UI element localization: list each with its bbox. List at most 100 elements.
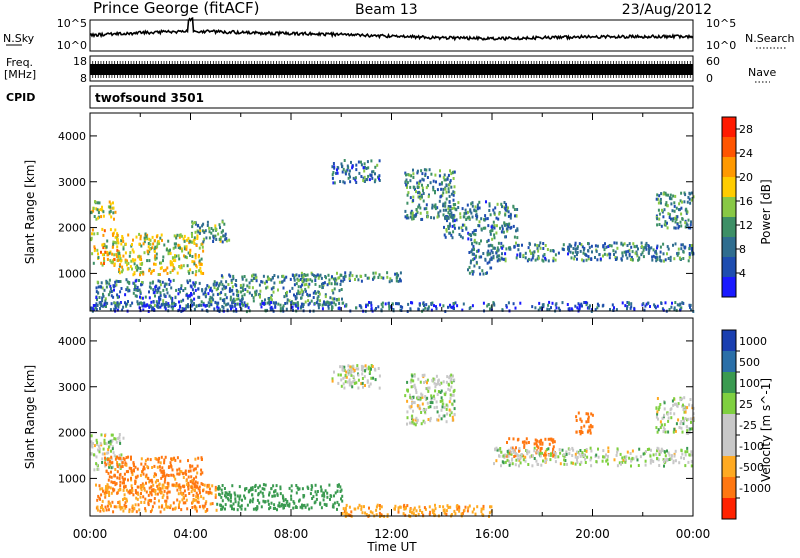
velocity-cell [230, 504, 233, 508]
power-cell [552, 259, 555, 263]
velocity-cell [605, 453, 607, 457]
power-cell [447, 207, 450, 211]
power-cell [321, 307, 324, 311]
power-cell [189, 268, 192, 272]
velocity-cell [276, 508, 278, 512]
power-cell [121, 308, 124, 312]
velocity-cell [311, 497, 314, 500]
power-cell [546, 248, 549, 251]
velocity-cell [423, 506, 426, 510]
power-cell [284, 302, 287, 305]
velocity-cell [269, 506, 272, 509]
power-cell [316, 296, 319, 300]
velocity-cell [350, 381, 353, 385]
power-cell [666, 204, 669, 208]
velocity-cell [687, 460, 690, 464]
power-cell [296, 292, 298, 296]
velocity-cell [683, 419, 686, 423]
velocity-cell [436, 410, 439, 414]
power-cell [633, 245, 636, 249]
velocity-cell [240, 507, 243, 511]
velocity-cell [414, 386, 417, 390]
velocity-cell [618, 461, 621, 465]
velocity-cell [329, 494, 332, 498]
velocity-cell [288, 504, 291, 508]
power-cell [681, 301, 684, 305]
power-cell [121, 270, 123, 274]
velocity-cell [368, 506, 370, 510]
power-cell [450, 214, 453, 217]
power-cell [338, 289, 341, 293]
power-cell [399, 271, 402, 275]
power-cell [331, 297, 334, 301]
velocity-cell [376, 503, 379, 507]
power-cell [300, 296, 303, 300]
power-cell [581, 258, 584, 262]
velocity-cell [110, 475, 113, 479]
power-y-tick-label: 3000 [58, 176, 86, 189]
power-cell [470, 238, 473, 242]
velocity-cell [103, 452, 106, 456]
velocity-cell [191, 481, 194, 485]
velocity-cell [111, 445, 114, 449]
velocity-cell [426, 396, 429, 400]
power-cell [337, 276, 340, 280]
power-cell [395, 276, 398, 280]
power-cell [96, 208, 99, 212]
power-cell [331, 176, 334, 180]
velocity-cell [136, 474, 139, 478]
power-cell [149, 286, 152, 290]
velocity-cell [161, 486, 164, 490]
power-cell [157, 289, 160, 293]
power-cell [652, 254, 655, 258]
power-cell [134, 258, 137, 262]
velocity-cell [438, 505, 441, 508]
power-cell [688, 253, 691, 257]
velocity-cell [649, 461, 652, 465]
power-cell [190, 292, 192, 295]
velocity-cell [637, 464, 640, 467]
velocity-cell [544, 437, 547, 441]
velocity-cell [184, 471, 187, 475]
power-cell [335, 171, 338, 175]
power-cell [444, 217, 447, 221]
power-cell [197, 295, 200, 299]
velocity-cell [404, 394, 407, 398]
power-cell [538, 244, 541, 248]
velocity-cell [362, 385, 364, 389]
velocity-cell [234, 500, 237, 504]
power-cell [418, 190, 421, 194]
power-cell [302, 278, 305, 282]
velocity-cell [541, 442, 544, 446]
velocity-cell [149, 491, 152, 495]
power-cell [421, 186, 424, 190]
velocity-cell [444, 391, 447, 395]
velocity-cell [136, 485, 139, 489]
power-cell [585, 253, 588, 257]
velocity-cell [525, 441, 528, 445]
velocity-cell [437, 378, 440, 382]
power-cell [404, 215, 407, 219]
velocity-cell [449, 393, 452, 397]
power-cell [204, 295, 207, 299]
velocity-cell [282, 496, 284, 500]
power-cell [647, 244, 650, 248]
power-cell [576, 253, 578, 257]
velocity-cell [616, 447, 619, 451]
power-cell [412, 195, 415, 199]
velocity-cell [139, 495, 142, 499]
power-cell [414, 187, 416, 191]
power-cell [552, 256, 555, 260]
power-cell [608, 244, 611, 247]
power-cell [177, 254, 180, 258]
power-cell [425, 203, 428, 207]
power-cell [671, 209, 674, 213]
power-cell [382, 276, 385, 280]
velocity-cell [589, 423, 592, 427]
power-cell [109, 259, 112, 263]
power-cell [166, 291, 169, 295]
velocity-cell [662, 430, 665, 434]
power-cell [596, 306, 599, 310]
power-cell [495, 251, 498, 255]
power-cell [669, 255, 672, 259]
